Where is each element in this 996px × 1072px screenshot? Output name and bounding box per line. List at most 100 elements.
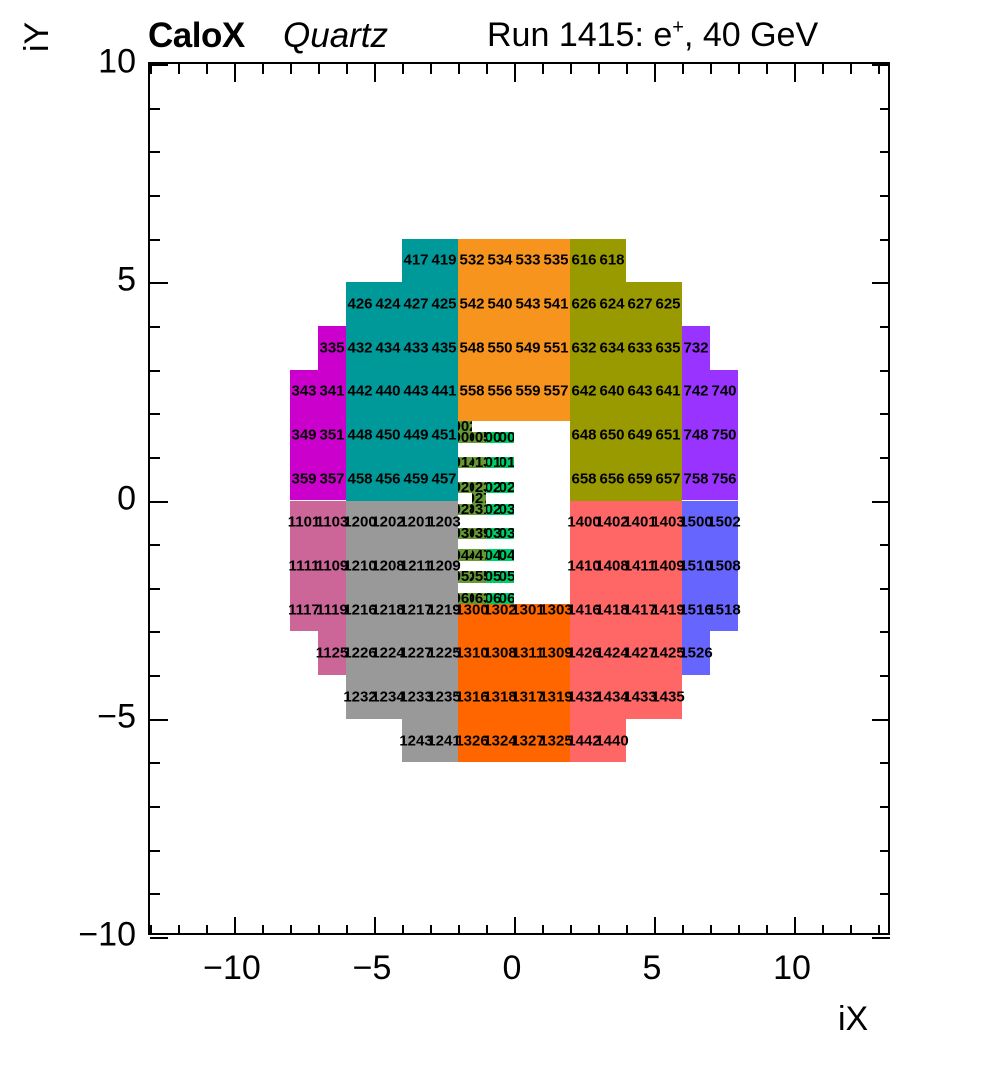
- channel-id-label: 905: [472, 431, 486, 443]
- tower-id-label: 433: [403, 339, 429, 357]
- x-tick: [318, 925, 320, 935]
- module-block: [682, 631, 710, 676]
- center-channel-cell: [458, 442, 570, 457]
- x-tick: [430, 925, 432, 935]
- x-tick-top: [794, 64, 796, 82]
- tower-id-label: 343: [291, 382, 317, 400]
- tower-id-label: 656: [599, 470, 625, 488]
- tower-id-label: 424: [375, 295, 401, 313]
- x-tick: [794, 917, 796, 935]
- tower-id-label: 750: [711, 426, 737, 444]
- center-channel-cell: 1036: [486, 527, 500, 539]
- y-tick-label: 10: [98, 42, 136, 81]
- x-tick: [738, 925, 740, 935]
- experiment-subtitle: Quartz: [283, 16, 389, 55]
- x-tick: [542, 925, 544, 935]
- x-tick: [150, 925, 152, 935]
- x-tick-top: [878, 64, 880, 74]
- x-tick: [654, 917, 656, 935]
- plot-frame: 9029069051006100591491310141013920923102…: [148, 62, 890, 939]
- module-block: [458, 238, 570, 414]
- y-tick-right: [880, 413, 890, 416]
- center-channel-cell: 1028: [486, 503, 500, 515]
- center-channel-cell: [514, 571, 570, 583]
- module-block: [402, 238, 458, 283]
- center-channel-cell: 1006: [486, 431, 500, 443]
- tower-id-label: 1234: [371, 688, 405, 706]
- tower-id-label: 551: [543, 339, 569, 357]
- tower-id-label: 616: [571, 251, 597, 269]
- tower-id-label: 740: [711, 382, 737, 400]
- x-tick: [710, 925, 712, 935]
- center-channel-cell: 1052: [486, 571, 500, 583]
- particle-charge-superscript: +: [672, 16, 684, 39]
- y-tick-right: [880, 194, 890, 197]
- y-tick: [150, 282, 168, 285]
- x-tick: [878, 925, 880, 935]
- y-tick: [150, 64, 168, 66]
- center-channel-cell: 1020: [486, 482, 500, 494]
- center-channel-cell: [514, 431, 570, 443]
- x-tick: [374, 917, 376, 935]
- center-channel-cell: [514, 549, 570, 561]
- tower-id-label: 1235: [427, 688, 461, 706]
- tower-id-label: 459: [403, 470, 429, 488]
- tower-id-label: 1325: [539, 732, 573, 750]
- tower-id-label: 1219: [427, 601, 461, 619]
- center-channel-cell: 939: [472, 527, 486, 539]
- y-tick: [150, 631, 160, 634]
- tower-id-label: 451: [431, 426, 457, 444]
- tower-id-label: 1433: [623, 688, 657, 706]
- tower-id-label: 1502: [707, 513, 741, 531]
- channel-id-label: 955: [472, 571, 486, 583]
- x-tick-top: [178, 64, 180, 74]
- y-tick: [150, 544, 160, 547]
- tower-id-label: 1226: [343, 644, 377, 662]
- y-tick: [150, 456, 160, 459]
- tower-id-label: 549: [515, 339, 541, 357]
- center-channel-cell: 1047: [500, 549, 514, 561]
- center-channel-cell: [458, 560, 570, 572]
- tower-id-label: 359: [291, 470, 317, 488]
- tower-id-label: 534: [487, 251, 513, 269]
- module-block: [682, 500, 738, 632]
- module-block: [458, 587, 570, 763]
- x-tick-top: [654, 64, 656, 82]
- tower-id-label: 448: [347, 426, 373, 444]
- tower-id-label: 443: [403, 382, 429, 400]
- y-tick-right: [880, 369, 890, 372]
- channel-id-label: 920: [458, 482, 472, 494]
- tower-id-label: 548: [459, 339, 485, 357]
- channel-id-label: 1055: [500, 571, 514, 583]
- y-tick-right: [880, 238, 890, 241]
- center-channel-cell: [458, 493, 472, 504]
- x-tick: [570, 925, 572, 935]
- tower-id-label: 634: [599, 339, 625, 357]
- tower-id-label: 1210: [343, 557, 377, 575]
- tower-id-label: 756: [711, 470, 737, 488]
- center-channel-cell: [458, 514, 570, 528]
- tower-id-label: 556: [487, 382, 513, 400]
- channel-id-label: 939: [472, 527, 486, 539]
- channel-id-label: 931: [472, 503, 486, 515]
- tower-id-label: 1308: [483, 644, 517, 662]
- tower-id-label: 1117: [288, 601, 320, 619]
- tower-id-label: 1310: [455, 644, 489, 662]
- tower-id-label: 1402: [595, 513, 629, 531]
- module-block: [570, 282, 682, 501]
- run-info: Run 1415: e+, 40 GeV: [487, 16, 818, 55]
- y-tick-label: −5: [97, 697, 136, 736]
- channel-id-label: 1047: [500, 549, 514, 561]
- tower-id-label: 1209: [427, 557, 461, 575]
- module-block: [346, 500, 458, 719]
- center-channel-cell: [514, 503, 570, 515]
- module-block: [346, 282, 458, 501]
- module-block: [570, 238, 626, 283]
- tower-id-label: 441: [431, 382, 457, 400]
- tower-id-label: 1311: [511, 644, 545, 662]
- center-channel-cell: 902: [458, 421, 472, 432]
- x-axis-label: iX: [838, 1000, 869, 1038]
- tower-id-label: 1302: [483, 601, 517, 619]
- y-tick-right: [872, 500, 890, 503]
